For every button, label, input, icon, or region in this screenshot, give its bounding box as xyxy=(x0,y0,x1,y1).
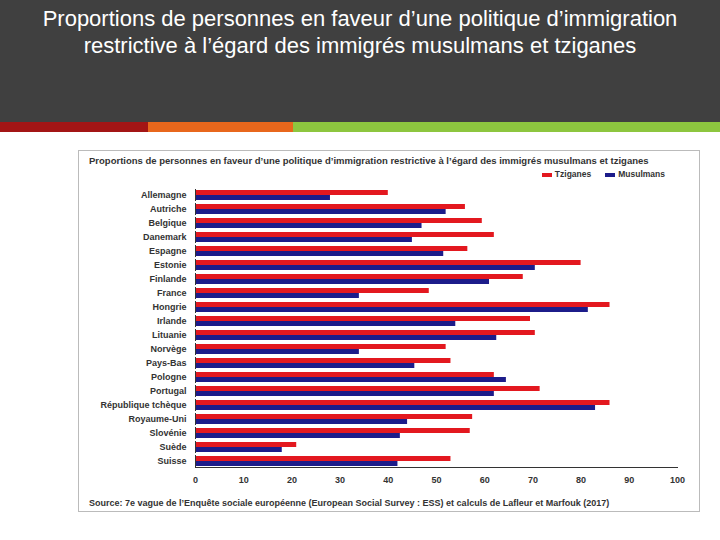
svg-text:100: 100 xyxy=(670,475,685,485)
svg-text:Norvège: Norvège xyxy=(150,344,186,354)
svg-text:Royaume-Uni: Royaume-Uni xyxy=(128,414,186,424)
svg-text:80: 80 xyxy=(576,475,586,485)
svg-text:Suède: Suède xyxy=(159,442,186,452)
svg-text:Estonie: Estonie xyxy=(154,260,187,270)
html-text:Tziganes: Tziganes xyxy=(554,169,592,179)
svg-text:10: 10 xyxy=(239,475,249,485)
svg-text:Suisse: Suisse xyxy=(157,456,186,466)
svg-text:40: 40 xyxy=(383,475,393,485)
svg-text:Lituanie: Lituanie xyxy=(152,330,187,340)
svg-text:Danemark: Danemark xyxy=(143,232,188,242)
html-text:Source: 7e vague de l’Enquête: Source: 7e vague de l’Enquête sociale eu… xyxy=(89,498,610,508)
svg-text:20: 20 xyxy=(287,475,297,485)
svg-text:Allemagne: Allemagne xyxy=(141,190,187,200)
svg-text:Irlande: Irlande xyxy=(157,316,187,326)
svg-text:Finlande: Finlande xyxy=(149,274,186,284)
svg-text:Pologne: Pologne xyxy=(151,372,187,382)
svg-text:Pays-Bas: Pays-Bas xyxy=(146,358,187,368)
html-text:Musulmans: Musulmans xyxy=(618,169,665,179)
svg-text:France: France xyxy=(157,288,187,298)
svg-text:Hongrie: Hongrie xyxy=(152,302,186,312)
svg-text:Espagne: Espagne xyxy=(149,246,187,256)
svg-text:République tchèque: République tchèque xyxy=(100,400,186,410)
svg-text:Autriche: Autriche xyxy=(150,204,187,214)
html-text:Proportions de personnes en fa: Proportions de personnes en faveur d’une… xyxy=(89,155,649,166)
svg-text:50: 50 xyxy=(431,475,441,485)
svg-text:Portugal: Portugal xyxy=(150,386,187,396)
svg-text:30: 30 xyxy=(335,475,345,485)
svg-text:70: 70 xyxy=(528,475,538,485)
html-text:Proportions de personnes en fa: Proportions de personnes en faveur d’une… xyxy=(42,6,678,58)
svg-text:90: 90 xyxy=(624,475,634,485)
svg-text:0: 0 xyxy=(193,475,198,485)
svg-text:Slovénie: Slovénie xyxy=(149,428,186,438)
svg-text:Belgique: Belgique xyxy=(148,218,186,228)
svg-text:60: 60 xyxy=(480,475,490,485)
